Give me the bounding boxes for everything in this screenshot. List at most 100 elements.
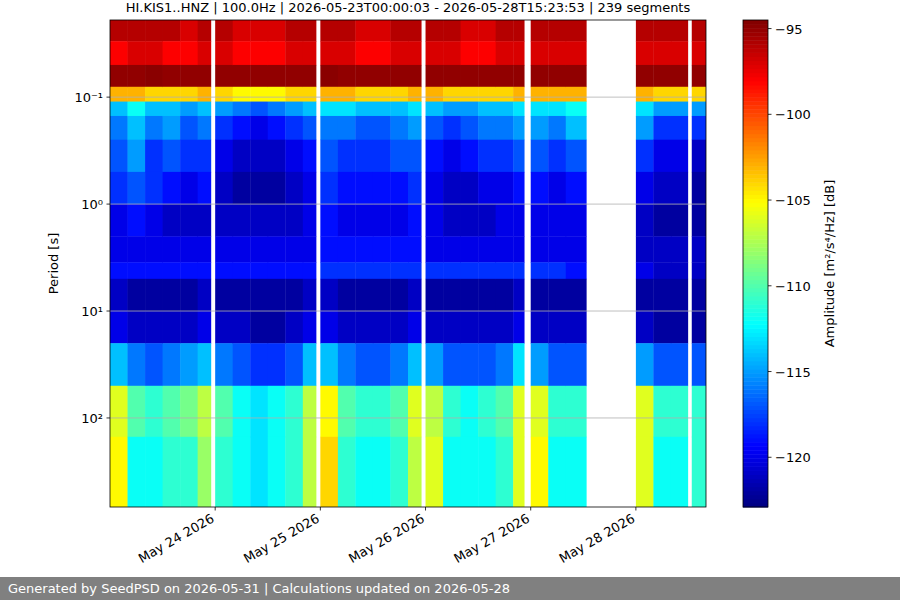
- cell: [513, 102, 524, 117]
- cell: [355, 204, 373, 237]
- cell: [338, 204, 356, 237]
- cell: [215, 102, 233, 117]
- colorbar-step: [743, 426, 768, 431]
- cell: [390, 236, 408, 262]
- cell: [110, 343, 128, 386]
- colorbar-step: [743, 406, 768, 411]
- x-tick: [530, 507, 531, 511]
- cell: [408, 311, 422, 344]
- cell: [531, 311, 549, 344]
- cell: [566, 41, 587, 65]
- colorbar-step: [743, 150, 768, 155]
- cell: [110, 65, 128, 87]
- cell: [285, 236, 303, 262]
- cell: [198, 87, 212, 102]
- cell: [198, 343, 212, 386]
- cell: [198, 437, 212, 507]
- colorbar-step: [743, 353, 768, 358]
- cell: [233, 172, 251, 205]
- cell: [215, 172, 233, 205]
- cell: [198, 140, 212, 173]
- cell: [338, 140, 356, 173]
- cell: [478, 172, 496, 205]
- cell: [426, 279, 444, 312]
- colorbar-step: [743, 77, 768, 82]
- cell: [303, 262, 317, 279]
- cell: [233, 262, 251, 279]
- cell: [180, 262, 198, 279]
- cell: [408, 172, 422, 205]
- cell: [233, 87, 251, 102]
- cell: [653, 386, 671, 437]
- cell: [145, 172, 163, 205]
- colorbar-step: [743, 442, 768, 447]
- cell: [303, 236, 317, 262]
- cell: [338, 87, 356, 102]
- cell: [215, 386, 233, 437]
- cell: [636, 262, 654, 279]
- colorbar-step: [743, 491, 768, 496]
- colorbar-step: [743, 345, 768, 350]
- cell: [636, 437, 654, 507]
- cell: [128, 204, 146, 237]
- colorbar-step: [743, 337, 768, 342]
- cell: [145, 140, 163, 173]
- cell: [636, 41, 654, 65]
- colorbar-step: [743, 215, 768, 220]
- cell: [513, 87, 524, 102]
- cell: [320, 172, 338, 205]
- cell: [355, 386, 373, 437]
- cell: [653, 102, 671, 117]
- cell: [320, 204, 338, 237]
- cell: [215, 236, 233, 262]
- cell: [268, 102, 286, 117]
- cell: [496, 343, 514, 386]
- cell: [692, 311, 706, 344]
- cell: [285, 279, 303, 312]
- cell: [566, 437, 587, 507]
- cell: [692, 20, 706, 42]
- cell: [408, 437, 422, 507]
- cell: [268, 20, 286, 42]
- cell: [478, 20, 496, 42]
- cell: [653, 140, 671, 173]
- cell: [285, 87, 303, 102]
- cell: [513, 386, 524, 437]
- colorbar-step: [743, 369, 768, 374]
- cell: [692, 279, 706, 312]
- colorbar-step: [743, 195, 768, 200]
- colorbar-step: [743, 259, 768, 264]
- chart: 10⁻¹10⁰10¹10²May 24 2026May 25 2026May 2…: [0, 0, 900, 600]
- cell: [531, 172, 549, 205]
- cell: [233, 140, 251, 173]
- cell: [355, 262, 373, 279]
- cell: [443, 343, 461, 386]
- cell: [215, 204, 233, 237]
- cell: [461, 204, 479, 237]
- cell: [390, 279, 408, 312]
- colorbar-step: [743, 284, 768, 289]
- colorbar-step: [743, 280, 768, 285]
- cell: [566, 140, 587, 173]
- cell: [285, 140, 303, 173]
- cell: [233, 311, 251, 344]
- cell: [671, 41, 688, 65]
- cell: [163, 279, 181, 312]
- cell: [303, 172, 317, 205]
- cell: [478, 262, 496, 279]
- cell: [198, 41, 212, 65]
- cell: [390, 140, 408, 173]
- colorbar-step: [743, 470, 768, 475]
- cell: [268, 311, 286, 344]
- cell: [233, 20, 251, 42]
- cell: [461, 343, 479, 386]
- colorbar-step: [743, 434, 768, 439]
- cell: [198, 20, 212, 42]
- cell: [268, 204, 286, 237]
- cell: [285, 41, 303, 65]
- cell: [496, 437, 514, 507]
- cell: [426, 20, 444, 42]
- cell: [443, 140, 461, 173]
- cell: [461, 102, 479, 117]
- cell: [548, 87, 566, 102]
